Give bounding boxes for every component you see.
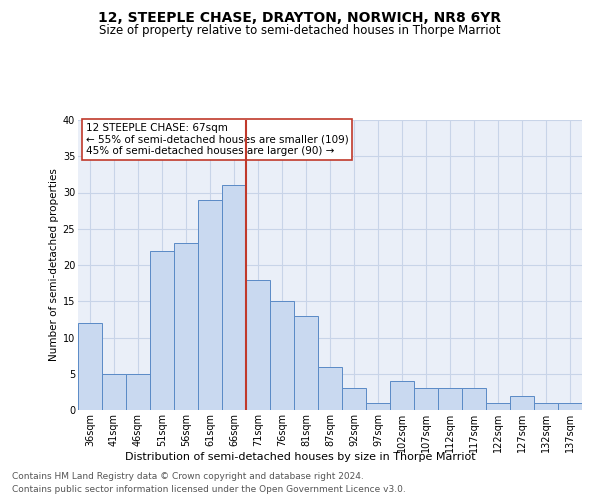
Bar [486, 403, 510, 410]
Bar [438, 388, 462, 410]
Bar [174, 244, 198, 410]
Bar [390, 381, 414, 410]
Bar [366, 403, 390, 410]
Bar [198, 200, 222, 410]
Text: 12, STEEPLE CHASE, DRAYTON, NORWICH, NR8 6YR: 12, STEEPLE CHASE, DRAYTON, NORWICH, NR8… [98, 11, 502, 25]
Bar [102, 374, 126, 410]
Bar [510, 396, 534, 410]
Bar [534, 403, 558, 410]
Bar [414, 388, 438, 410]
Text: Distribution of semi-detached houses by size in Thorpe Marriot: Distribution of semi-detached houses by … [125, 452, 475, 462]
Bar [318, 366, 342, 410]
Text: Contains public sector information licensed under the Open Government Licence v3: Contains public sector information licen… [12, 485, 406, 494]
Bar [246, 280, 270, 410]
Bar [462, 388, 486, 410]
Bar [558, 403, 582, 410]
Text: Contains HM Land Registry data © Crown copyright and database right 2024.: Contains HM Land Registry data © Crown c… [12, 472, 364, 481]
Bar [126, 374, 150, 410]
Bar [78, 323, 102, 410]
Text: 12 STEEPLE CHASE: 67sqm
← 55% of semi-detached houses are smaller (109)
45% of s: 12 STEEPLE CHASE: 67sqm ← 55% of semi-de… [86, 123, 349, 156]
Text: Size of property relative to semi-detached houses in Thorpe Marriot: Size of property relative to semi-detach… [99, 24, 501, 37]
Bar [222, 185, 246, 410]
Y-axis label: Number of semi-detached properties: Number of semi-detached properties [49, 168, 59, 362]
Bar [294, 316, 318, 410]
Bar [342, 388, 366, 410]
Bar [270, 301, 294, 410]
Bar [150, 250, 174, 410]
